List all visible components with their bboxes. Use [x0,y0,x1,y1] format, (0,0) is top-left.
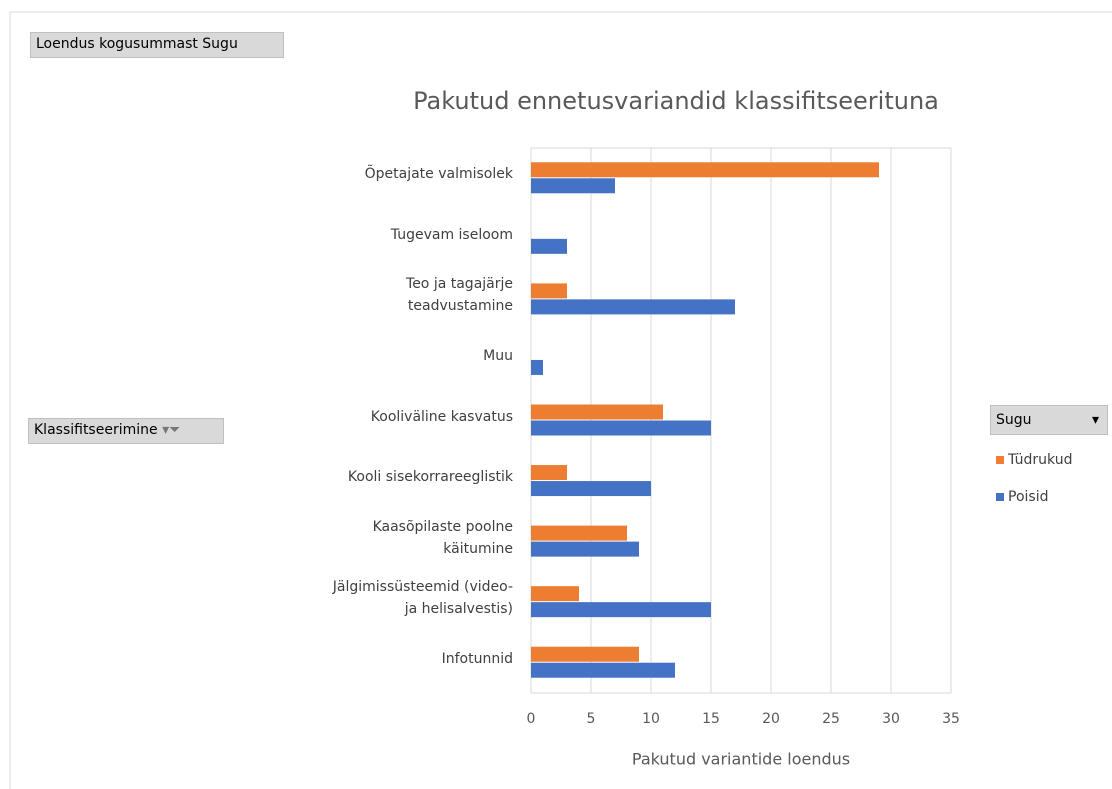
bar [531,541,639,557]
legend-swatch [996,493,1004,501]
x-axis-label: Pakutud variantide loendus [632,750,850,769]
x-tick-label: 30 [882,711,900,727]
bar [531,359,543,375]
x-tick-label: 15 [702,711,720,727]
y-tick-label: Jälgimissüsteemid (video- ja helisalvest… [332,579,513,618]
legend-title: Sugu [996,412,1032,428]
legend-label: Poisid [1008,489,1048,505]
bar [531,662,675,678]
y-tick-label: Õpetajate valmisolek [364,166,513,183]
x-tick-label: 20 [762,711,780,727]
legend-field-button[interactable]: Sugu ▾ [990,405,1108,435]
y-tick-label: Kaasõpilaste poolne käitumine [372,518,513,557]
bar [531,465,567,481]
bar [531,238,567,254]
y-tick-label: Tugevam iseloom [390,226,513,243]
bar [531,586,579,602]
bar [531,162,879,178]
x-tick-label: 10 [642,711,660,727]
y-tick-label: Muu [483,347,513,364]
axis-field-label: Klassifitseerimine [34,422,158,438]
legend-label: Tüdrukud [1007,452,1072,468]
bar [531,420,711,436]
bar [531,283,567,299]
bar [531,178,615,194]
bar [531,525,627,541]
y-tick-label: Kooliväline kasvatus [370,408,513,425]
x-tick-label: 5 [587,711,596,727]
chart-title: Pakutud ennetusvariandid klassifitseerit… [413,87,939,115]
bar [531,299,735,315]
y-tick-label: Infotunnid [441,650,513,667]
x-tick-label: 25 [822,711,840,727]
bar [531,404,663,420]
bar [531,646,639,662]
y-tick-label: Teo ja tagajärje teadvustamine [406,276,513,315]
bar [531,602,711,618]
y-tick-label: Kooli sisekorrareeglistik [347,469,513,486]
bar [531,481,651,497]
value-field-button[interactable]: Loendus kogusummast Sugu [30,32,284,58]
x-tick-label: 0 [527,711,536,727]
axis-field-button[interactable]: Klassifitseerimine ▾⏷ [28,418,224,444]
x-tick-label: 35 [942,711,960,727]
legend-swatch [996,456,1004,464]
